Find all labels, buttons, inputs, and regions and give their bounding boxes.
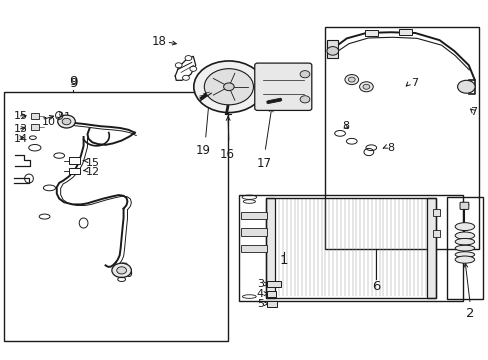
- Bar: [446, 197, 483, 299]
- Circle shape: [326, 46, 338, 55]
- Ellipse shape: [454, 232, 474, 239]
- Bar: [267, 282, 281, 287]
- Text: 13: 13: [13, 125, 27, 134]
- Text: 3: 3: [257, 279, 264, 289]
- Circle shape: [359, 82, 372, 92]
- Ellipse shape: [454, 252, 474, 257]
- Ellipse shape: [454, 223, 474, 230]
- Text: 5: 5: [257, 299, 264, 309]
- Bar: [325, 27, 478, 249]
- Bar: [267, 291, 276, 297]
- Bar: [432, 209, 439, 216]
- Circle shape: [362, 84, 369, 89]
- Text: 8: 8: [341, 121, 348, 131]
- Bar: [426, 198, 435, 298]
- Bar: [240, 244, 267, 252]
- Bar: [266, 198, 435, 298]
- Bar: [266, 198, 275, 298]
- Text: 12: 12: [86, 167, 100, 177]
- Bar: [238, 195, 462, 301]
- Circle shape: [204, 69, 253, 105]
- Text: 7: 7: [410, 78, 418, 88]
- Circle shape: [300, 96, 309, 103]
- Bar: [69, 168, 80, 174]
- Circle shape: [58, 115, 75, 128]
- Circle shape: [347, 77, 354, 82]
- Bar: [69, 157, 80, 164]
- Text: 10: 10: [41, 117, 56, 127]
- Circle shape: [189, 66, 196, 71]
- Circle shape: [344, 75, 358, 85]
- Bar: [432, 230, 439, 237]
- Circle shape: [182, 75, 189, 80]
- Bar: [327, 40, 337, 58]
- Text: 14: 14: [13, 135, 27, 144]
- Text: 11: 11: [58, 112, 72, 122]
- Circle shape: [223, 83, 234, 91]
- Bar: [364, 30, 377, 36]
- Text: 15: 15: [86, 158, 100, 168]
- Bar: [4, 92, 228, 341]
- Circle shape: [175, 63, 182, 68]
- Circle shape: [117, 267, 126, 274]
- Circle shape: [300, 71, 309, 78]
- Text: 9: 9: [68, 77, 77, 90]
- Text: 1: 1: [279, 253, 287, 266]
- Text: 6: 6: [371, 280, 380, 293]
- Text: 7: 7: [469, 107, 477, 117]
- Text: 10: 10: [118, 267, 133, 280]
- Ellipse shape: [454, 238, 474, 245]
- Bar: [31, 113, 39, 119]
- Text: 16: 16: [220, 148, 234, 161]
- Text: 2: 2: [465, 307, 473, 320]
- Text: 4: 4: [256, 289, 264, 299]
- Circle shape: [112, 263, 131, 278]
- Text: 17: 17: [256, 157, 271, 170]
- Circle shape: [184, 55, 191, 60]
- Bar: [240, 212, 267, 220]
- Circle shape: [457, 80, 474, 93]
- Text: 9: 9: [68, 75, 77, 88]
- Bar: [240, 228, 267, 235]
- Bar: [31, 124, 39, 130]
- Circle shape: [62, 118, 71, 125]
- Bar: [398, 30, 411, 35]
- Ellipse shape: [454, 245, 474, 251]
- FancyBboxPatch shape: [254, 63, 311, 111]
- Circle shape: [193, 61, 264, 113]
- Text: 15: 15: [13, 111, 27, 121]
- Text: 19: 19: [195, 144, 210, 157]
- Text: 8: 8: [386, 143, 393, 153]
- Bar: [267, 301, 277, 307]
- Ellipse shape: [454, 256, 474, 263]
- Text: 18: 18: [151, 35, 166, 49]
- FancyBboxPatch shape: [459, 202, 468, 210]
